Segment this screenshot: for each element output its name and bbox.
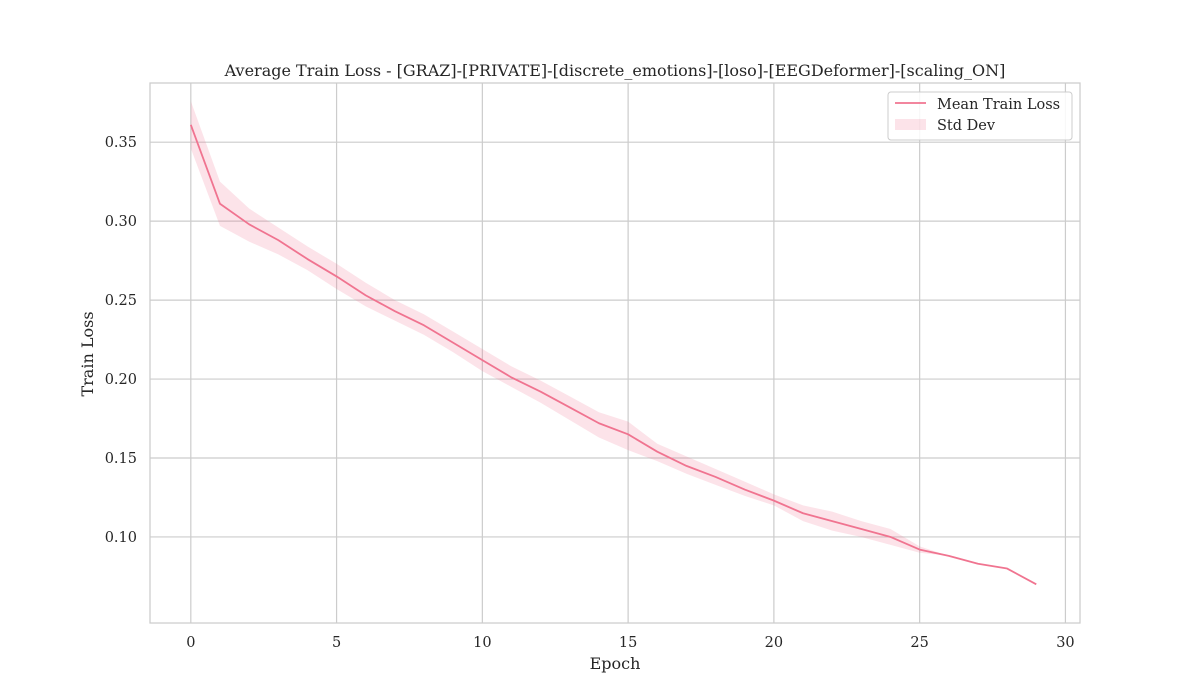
y-tick-label-4: 0.30 — [105, 214, 137, 230]
x-tick-labels: 0 5 10 15 20 25 30 — [186, 635, 1074, 651]
x-tick-label-5: 25 — [910, 635, 928, 651]
x-tick-label-6: 30 — [1056, 635, 1074, 651]
legend-std-swatch — [895, 119, 926, 130]
legend-std-label: Std Dev — [937, 118, 996, 134]
y-tick-labels: 0.10 0.15 0.20 0.25 0.30 0.35 — [105, 135, 137, 546]
x-tick-label-2: 10 — [473, 635, 491, 651]
legend-box — [887, 91, 1073, 141]
mean-line-layer — [189, 124, 1037, 586]
legend-mean-label: Mean Train Loss — [937, 97, 1060, 113]
mean-train-loss-line — [189, 124, 1037, 586]
y-tick-label-3: 0.25 — [105, 293, 137, 309]
x-tick-label-4: 20 — [765, 635, 783, 651]
x-tick-label-3: 15 — [619, 635, 637, 651]
y-axis-title: Train Loss — [78, 311, 97, 396]
y-tick-label-5: 0.35 — [105, 135, 137, 151]
y-tick-label-1: 0.15 — [105, 451, 137, 467]
grid-layer — [150, 83, 1080, 623]
plot-frame — [149, 82, 1081, 624]
legend: Mean Train Loss Std Dev — [887, 91, 1073, 141]
chart-title: Average Train Loss - [GRAZ]-[PRIVATE]-[d… — [224, 61, 1006, 80]
y-tick-label-2: 0.20 — [105, 372, 137, 388]
x-tick-label-1: 5 — [332, 635, 341, 651]
y-tick-label-0: 0.10 — [105, 530, 137, 546]
x-axis-title: Epoch — [590, 654, 641, 673]
x-tick-label-0: 0 — [186, 635, 195, 651]
